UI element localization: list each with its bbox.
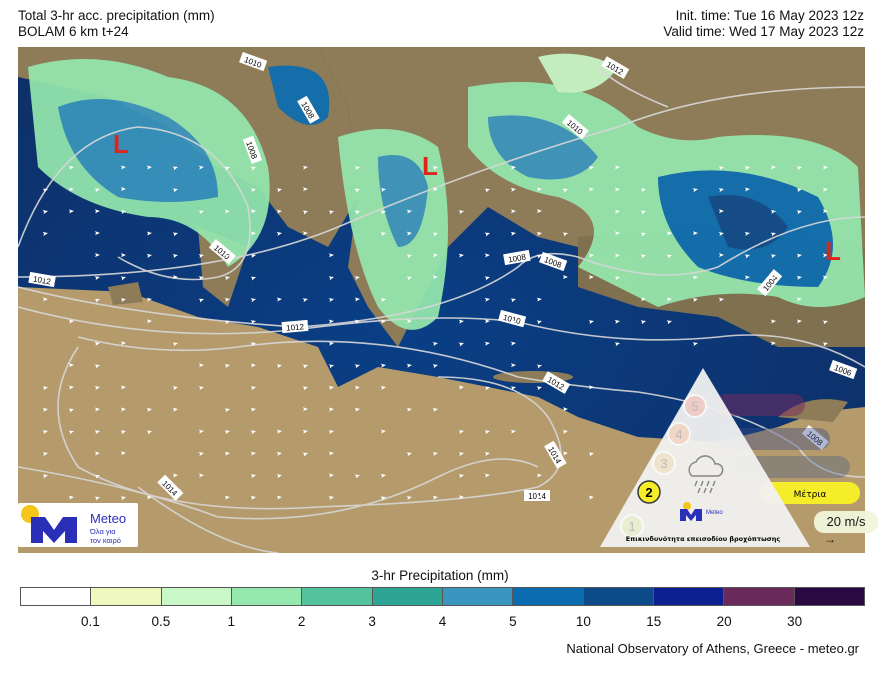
hazard-level-label: 3 (660, 456, 667, 471)
colorbar-swatch (795, 588, 864, 605)
colorbar-swatch (21, 588, 91, 605)
hazard-level-label: 1 (628, 519, 635, 534)
logo-m-icon (31, 517, 77, 543)
logo-tagline-2: τον καιρό (90, 536, 121, 545)
colorbar-tick: 3 (368, 614, 376, 629)
map-title: Total 3-hr acc. precipitation (mm) (18, 8, 215, 24)
hazard-level-label: 5 (691, 399, 698, 414)
colorbar-tick: 20 (717, 614, 732, 629)
isobar-label: 1014 (528, 492, 546, 501)
colorbar-swatch (232, 588, 302, 605)
colorbar-swatch (584, 588, 654, 605)
colorbar-title: 3-hr Precipitation (mm) (0, 568, 880, 583)
colorbar-tick: 1 (227, 614, 235, 629)
colorbar-swatch (724, 588, 794, 605)
colorbar-swatch (91, 588, 161, 605)
colorbar (20, 587, 865, 606)
hazard-level-label: 4 (675, 427, 682, 442)
low-pressure-marker: L (825, 236, 841, 266)
valid-time: Valid time: Wed 17 May 2023 12z (663, 24, 864, 40)
colorbar-tick: 0.1 (81, 614, 100, 629)
colorbar-tick: 5 (509, 614, 517, 629)
colorbar-tick: 2 (298, 614, 306, 629)
credit: National Observatory of Athens, Greece -… (566, 641, 859, 656)
arrow-right-icon: → (824, 532, 836, 546)
map-title-block: Total 3-hr acc. precipitation (mm) BOLAM… (18, 8, 215, 40)
meteo-logo: Meteo Όλα για τον καιρό (18, 503, 138, 547)
colorbar-tick: 30 (787, 614, 802, 629)
colorbar-swatch (443, 588, 513, 605)
colorbar-tick: 4 (439, 614, 447, 629)
triangle-logo-brand: Meteo (706, 510, 723, 516)
low-pressure-marker: L (113, 129, 129, 159)
isobar-label: 1012 (286, 322, 305, 333)
hazard-level-label: 2 (645, 485, 652, 500)
logo-brand: Meteo (90, 511, 126, 526)
time-block: Init. time: Tue 16 May 2023 12z Valid ti… (663, 8, 864, 40)
logo-tagline-1: Όλα για (89, 527, 116, 536)
colorbar-tick: 10 (576, 614, 591, 629)
wind-reference-label: 20 m/s (814, 511, 878, 533)
colorbar-tick: 0.5 (151, 614, 170, 629)
hazard-active-label: Μέτρια (794, 489, 827, 500)
colorbar-swatch (162, 588, 232, 605)
low-pressure-marker: L (422, 151, 438, 181)
colorbar-swatch (513, 588, 583, 605)
colorbar-swatch (373, 588, 443, 605)
colorbar-swatch (654, 588, 724, 605)
init-time: Init. time: Tue 16 May 2023 12z (663, 8, 864, 24)
model-subtitle: BOLAM 6 km t+24 (18, 24, 215, 40)
hazard-caption: Επικινδυνότητα επεισοδίου βροχόπτωσης (626, 535, 781, 543)
colorbar-tick: 15 (646, 614, 661, 629)
colorbar-swatch (302, 588, 372, 605)
